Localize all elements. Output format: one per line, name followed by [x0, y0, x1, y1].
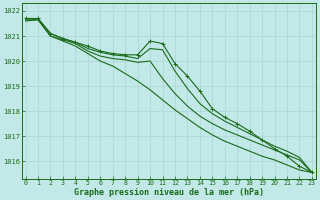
X-axis label: Graphe pression niveau de la mer (hPa): Graphe pression niveau de la mer (hPa) — [74, 188, 264, 197]
